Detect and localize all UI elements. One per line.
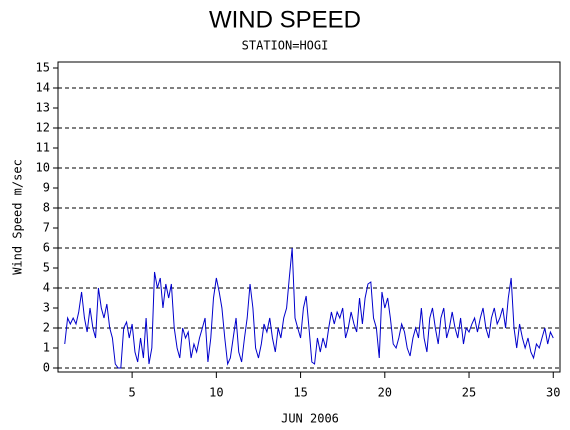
chart-title: WIND SPEED [209, 6, 361, 33]
y-tick-label: 14 [36, 81, 50, 95]
y-tick-label: 2 [43, 321, 50, 335]
y-tick-label: 9 [43, 181, 50, 195]
y-tick-label: 6 [43, 241, 50, 255]
x-tick-label: 30 [546, 386, 560, 400]
x-tick-label: 25 [462, 386, 476, 400]
y-tick-label: 12 [36, 121, 50, 135]
x-tick-label: 15 [293, 386, 307, 400]
x-tick-label: 5 [129, 386, 136, 400]
data-line [64, 247, 554, 369]
y-axis-label: Wind Speed m/sec [11, 159, 25, 275]
y-tick-label: 7 [43, 221, 50, 235]
x-axis-label: JUN 2006 [281, 412, 339, 426]
plot-frame [57, 61, 561, 373]
y-tick-label: 4 [43, 281, 50, 295]
x-tick-label: 20 [378, 386, 392, 400]
y-tick-label: 11 [36, 141, 50, 155]
y-tick-label: 8 [43, 201, 50, 215]
y-tick-label: 10 [36, 161, 50, 175]
y-tick-label: 1 [43, 341, 50, 355]
y-tick-label: 0 [43, 361, 50, 375]
y-tick-label: 13 [36, 101, 50, 115]
x-tick-label: 10 [209, 386, 223, 400]
y-tick-label: 3 [43, 301, 50, 315]
chart-subtitle: STATION=HOGI [242, 39, 329, 53]
y-tick-label: 15 [36, 61, 50, 75]
y-tick-label: 5 [43, 261, 50, 275]
